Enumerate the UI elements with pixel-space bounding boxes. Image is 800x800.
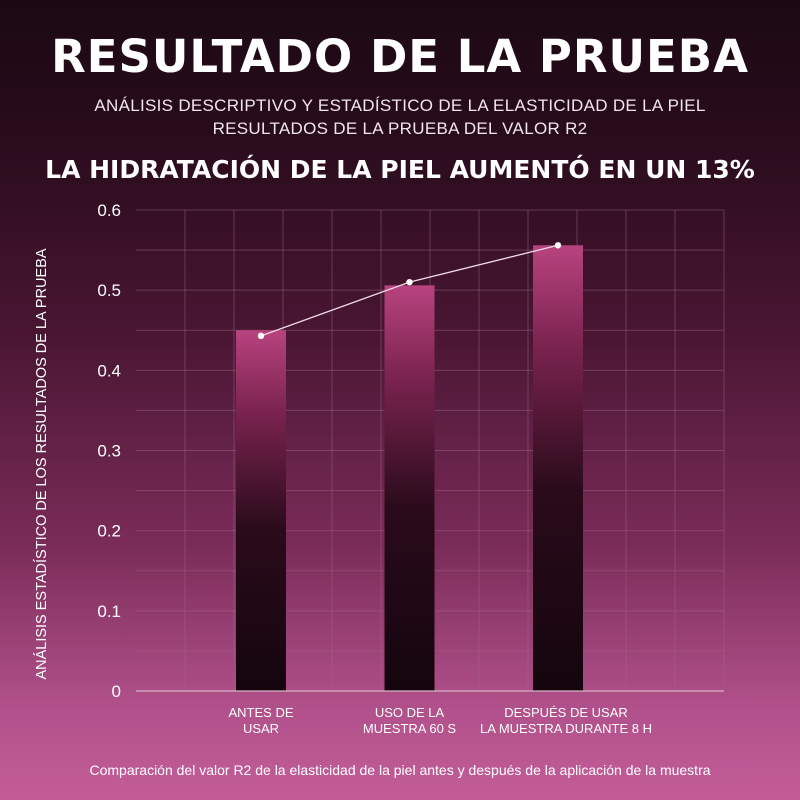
trend-point-3	[554, 242, 562, 249]
subtitle-line-1: ANÁLISIS DESCRIPTIVO Y ESTADÍSTICO DE LA…	[94, 96, 706, 115]
bar-3	[533, 245, 583, 692]
x-category-label: MUESTRA 60 S	[363, 721, 457, 736]
x-category-label: USO DE LA	[375, 705, 445, 720]
bar-2	[384, 285, 435, 691]
y-tick-label: 0.4	[97, 361, 121, 380]
subtitle-line-2: RESULTADOS DE LA PRUEBA DEL VALOR R2	[212, 119, 588, 138]
y-tick-label: 0.1	[97, 602, 121, 621]
y-tick-label: 0.3	[97, 442, 121, 461]
y-axis-label: ANÁLISIS ESTADÍSTICO DE LOS RESULTADOS D…	[33, 248, 50, 679]
y-tick-label: 0	[112, 682, 121, 701]
y-tick-label: 0.2	[97, 522, 121, 541]
y-tick-label: 0.5	[97, 281, 121, 300]
chart-line-overlay	[257, 242, 562, 340]
trend-point-1	[257, 332, 265, 340]
page-title: RESULTADO DE LA PRUEBA	[51, 30, 749, 83]
y-tick-label: 0.6	[97, 201, 121, 220]
headline: LA HIDRATACIÓN DE LA PIEL AUMENTÓ EN UN …	[45, 155, 755, 184]
x-category-label: USAR	[243, 721, 279, 736]
x-category-label: DESPUÉS DE USAR	[504, 705, 628, 720]
x-category-label: LA MUESTRA DURANTE 8 H	[480, 721, 652, 736]
x-category-label: ANTES DE	[228, 705, 293, 720]
bar-1	[236, 330, 286, 691]
trend-point-2	[406, 278, 413, 286]
chart-bars	[236, 245, 583, 692]
chart-caption: Comparación del valor R2 de la elasticid…	[89, 762, 711, 778]
